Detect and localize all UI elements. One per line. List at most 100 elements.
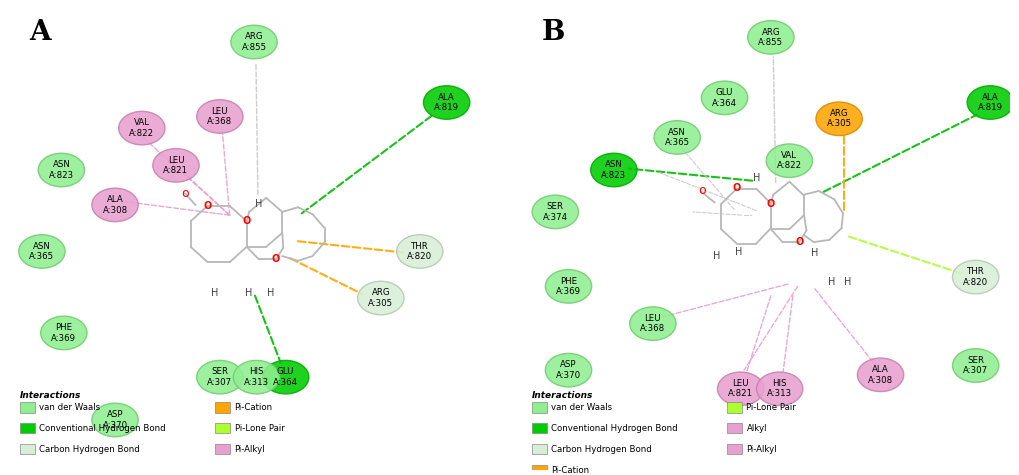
- Text: Alkyl: Alkyl: [746, 424, 766, 433]
- Text: Pi-Lone Pair: Pi-Lone Pair: [746, 403, 796, 412]
- Text: ASN
A:823: ASN A:823: [49, 160, 74, 180]
- Text: SER
A:307: SER A:307: [962, 356, 987, 375]
- Text: ASN
A:823: ASN A:823: [601, 160, 626, 180]
- Text: Pi-Lone Pair: Pi-Lone Pair: [234, 424, 284, 433]
- FancyBboxPatch shape: [532, 444, 546, 455]
- FancyBboxPatch shape: [215, 402, 229, 412]
- Ellipse shape: [358, 281, 404, 315]
- Text: H: H: [752, 173, 759, 183]
- Text: ASN
A:365: ASN A:365: [30, 242, 54, 261]
- Ellipse shape: [952, 260, 998, 294]
- FancyBboxPatch shape: [20, 444, 35, 455]
- Text: O: O: [732, 183, 740, 193]
- Ellipse shape: [857, 358, 903, 391]
- Ellipse shape: [765, 144, 812, 178]
- Ellipse shape: [532, 195, 578, 228]
- Text: O: O: [766, 199, 774, 209]
- Ellipse shape: [747, 20, 793, 54]
- Ellipse shape: [952, 349, 998, 382]
- Text: van der Waals: van der Waals: [40, 403, 101, 412]
- Text: GLU
A:364: GLU A:364: [711, 88, 737, 107]
- Ellipse shape: [396, 235, 442, 268]
- Text: Carbon Hydrogen Bond: Carbon Hydrogen Bond: [551, 445, 651, 454]
- Text: SER
A:374: SER A:374: [542, 202, 568, 222]
- Text: ARG
A:855: ARG A:855: [242, 32, 266, 52]
- Ellipse shape: [716, 372, 763, 406]
- Text: ASN
A:365: ASN A:365: [664, 128, 689, 147]
- Text: Pi-Alkyl: Pi-Alkyl: [746, 445, 776, 454]
- Ellipse shape: [262, 361, 309, 394]
- Ellipse shape: [18, 235, 65, 268]
- FancyBboxPatch shape: [727, 423, 741, 434]
- Text: B: B: [541, 19, 565, 46]
- Text: Conventional Hydrogen Bond: Conventional Hydrogen Bond: [40, 424, 166, 433]
- Text: LEU
A:368: LEU A:368: [640, 314, 664, 333]
- Ellipse shape: [815, 102, 861, 135]
- Ellipse shape: [629, 307, 676, 341]
- Text: LEU
A:821: LEU A:821: [163, 156, 189, 175]
- Text: O: O: [204, 201, 212, 211]
- Text: ALA
A:308: ALA A:308: [102, 195, 127, 215]
- Text: Pi-Cation: Pi-Cation: [551, 466, 589, 475]
- Text: ARG
A:305: ARG A:305: [368, 288, 393, 308]
- Text: H: H: [843, 277, 850, 287]
- FancyBboxPatch shape: [20, 402, 35, 412]
- Ellipse shape: [197, 100, 243, 133]
- Ellipse shape: [153, 149, 199, 182]
- Text: VAL
A:822: VAL A:822: [776, 151, 801, 171]
- Text: VAL
A:822: VAL A:822: [129, 118, 154, 138]
- FancyBboxPatch shape: [20, 423, 35, 434]
- Ellipse shape: [545, 270, 591, 303]
- Text: Carbon Hydrogen Bond: Carbon Hydrogen Bond: [40, 445, 140, 454]
- Text: LEU
A:821: LEU A:821: [728, 379, 752, 399]
- Text: ARG
A:305: ARG A:305: [825, 109, 851, 129]
- FancyBboxPatch shape: [532, 423, 546, 434]
- Ellipse shape: [653, 121, 700, 154]
- Text: van der Waals: van der Waals: [551, 403, 612, 412]
- Text: A: A: [30, 19, 51, 46]
- Ellipse shape: [590, 153, 637, 187]
- Ellipse shape: [197, 361, 243, 394]
- Text: H: H: [267, 288, 274, 298]
- Ellipse shape: [545, 353, 591, 387]
- Ellipse shape: [92, 188, 138, 222]
- Text: SER
A:307: SER A:307: [207, 368, 232, 387]
- Ellipse shape: [38, 153, 85, 187]
- Text: O: O: [271, 255, 280, 265]
- Text: O: O: [243, 216, 251, 226]
- Text: HIS
A:313: HIS A:313: [766, 379, 792, 399]
- Text: GLU
A:364: GLU A:364: [273, 368, 298, 387]
- Ellipse shape: [233, 361, 279, 394]
- Ellipse shape: [966, 86, 1013, 119]
- FancyBboxPatch shape: [727, 402, 741, 412]
- Text: HIS
A:313: HIS A:313: [244, 368, 269, 387]
- Text: H: H: [246, 288, 253, 298]
- Text: H: H: [827, 277, 835, 287]
- Ellipse shape: [701, 81, 747, 114]
- Text: THR
A:820: THR A:820: [407, 242, 432, 261]
- Text: ALA
A:819: ALA A:819: [434, 93, 459, 112]
- Text: H: H: [255, 199, 262, 209]
- Text: ARG
A:855: ARG A:855: [757, 28, 783, 47]
- Text: ALA
A:308: ALA A:308: [867, 365, 893, 385]
- Text: ASP
A:370: ASP A:370: [102, 410, 127, 430]
- Text: PHE
A:369: PHE A:369: [51, 323, 76, 342]
- Text: LEU
A:368: LEU A:368: [207, 107, 232, 126]
- FancyBboxPatch shape: [727, 444, 741, 455]
- Text: ASP
A:370: ASP A:370: [555, 361, 581, 380]
- Ellipse shape: [230, 25, 277, 59]
- FancyBboxPatch shape: [532, 465, 546, 475]
- Ellipse shape: [118, 111, 165, 145]
- FancyBboxPatch shape: [215, 444, 229, 455]
- Text: Pi-Alkyl: Pi-Alkyl: [234, 445, 265, 454]
- Text: o: o: [180, 187, 189, 200]
- Text: H: H: [810, 248, 817, 258]
- Text: Interactions: Interactions: [532, 391, 593, 400]
- Ellipse shape: [92, 403, 138, 437]
- Text: Interactions: Interactions: [20, 391, 82, 400]
- Ellipse shape: [41, 316, 87, 350]
- Text: PHE
A:369: PHE A:369: [555, 276, 581, 296]
- Text: o: o: [697, 184, 705, 198]
- Text: H: H: [712, 251, 719, 261]
- Text: H: H: [735, 247, 742, 257]
